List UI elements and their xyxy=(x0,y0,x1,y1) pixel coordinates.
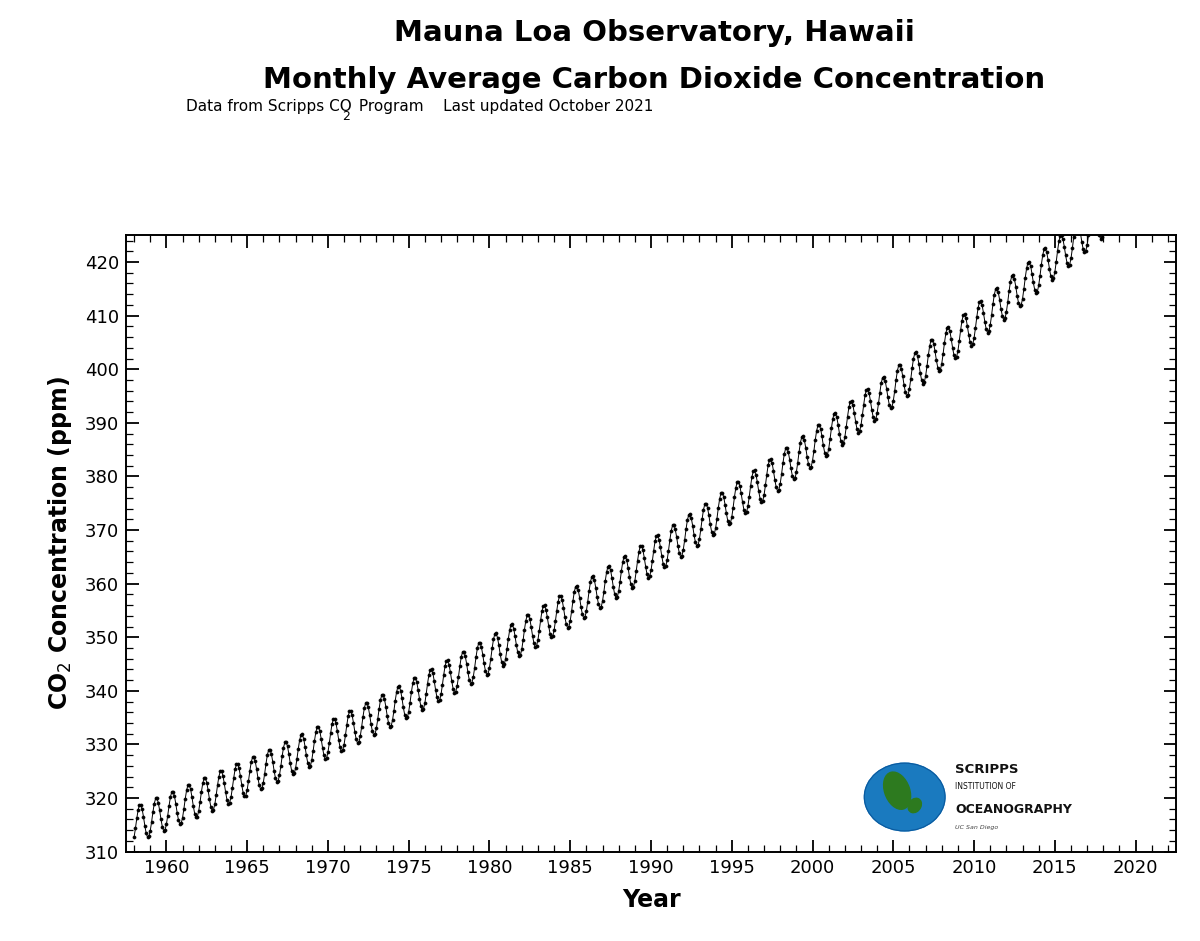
X-axis label: Year: Year xyxy=(622,887,680,912)
Text: SCRIPPS: SCRIPPS xyxy=(955,763,1019,776)
Text: INSTITUTION OF: INSTITUTION OF xyxy=(955,782,1016,791)
Ellipse shape xyxy=(883,772,911,809)
Y-axis label: CO$_2$ Concentration (ppm): CO$_2$ Concentration (ppm) xyxy=(46,376,73,710)
Text: 2: 2 xyxy=(342,110,350,123)
Circle shape xyxy=(864,763,946,831)
Text: Data from Scripps CO: Data from Scripps CO xyxy=(186,99,352,114)
Text: Mauna Loa Observatory, Hawaii: Mauna Loa Observatory, Hawaii xyxy=(394,19,914,47)
Ellipse shape xyxy=(908,798,922,813)
Text: OCEANOGRAPHY: OCEANOGRAPHY xyxy=(955,804,1072,817)
Text: Program    Last updated October 2021: Program Last updated October 2021 xyxy=(354,99,653,114)
Text: Monthly Average Carbon Dioxide Concentration: Monthly Average Carbon Dioxide Concentra… xyxy=(263,66,1045,94)
Text: UC San Diego: UC San Diego xyxy=(955,824,998,830)
